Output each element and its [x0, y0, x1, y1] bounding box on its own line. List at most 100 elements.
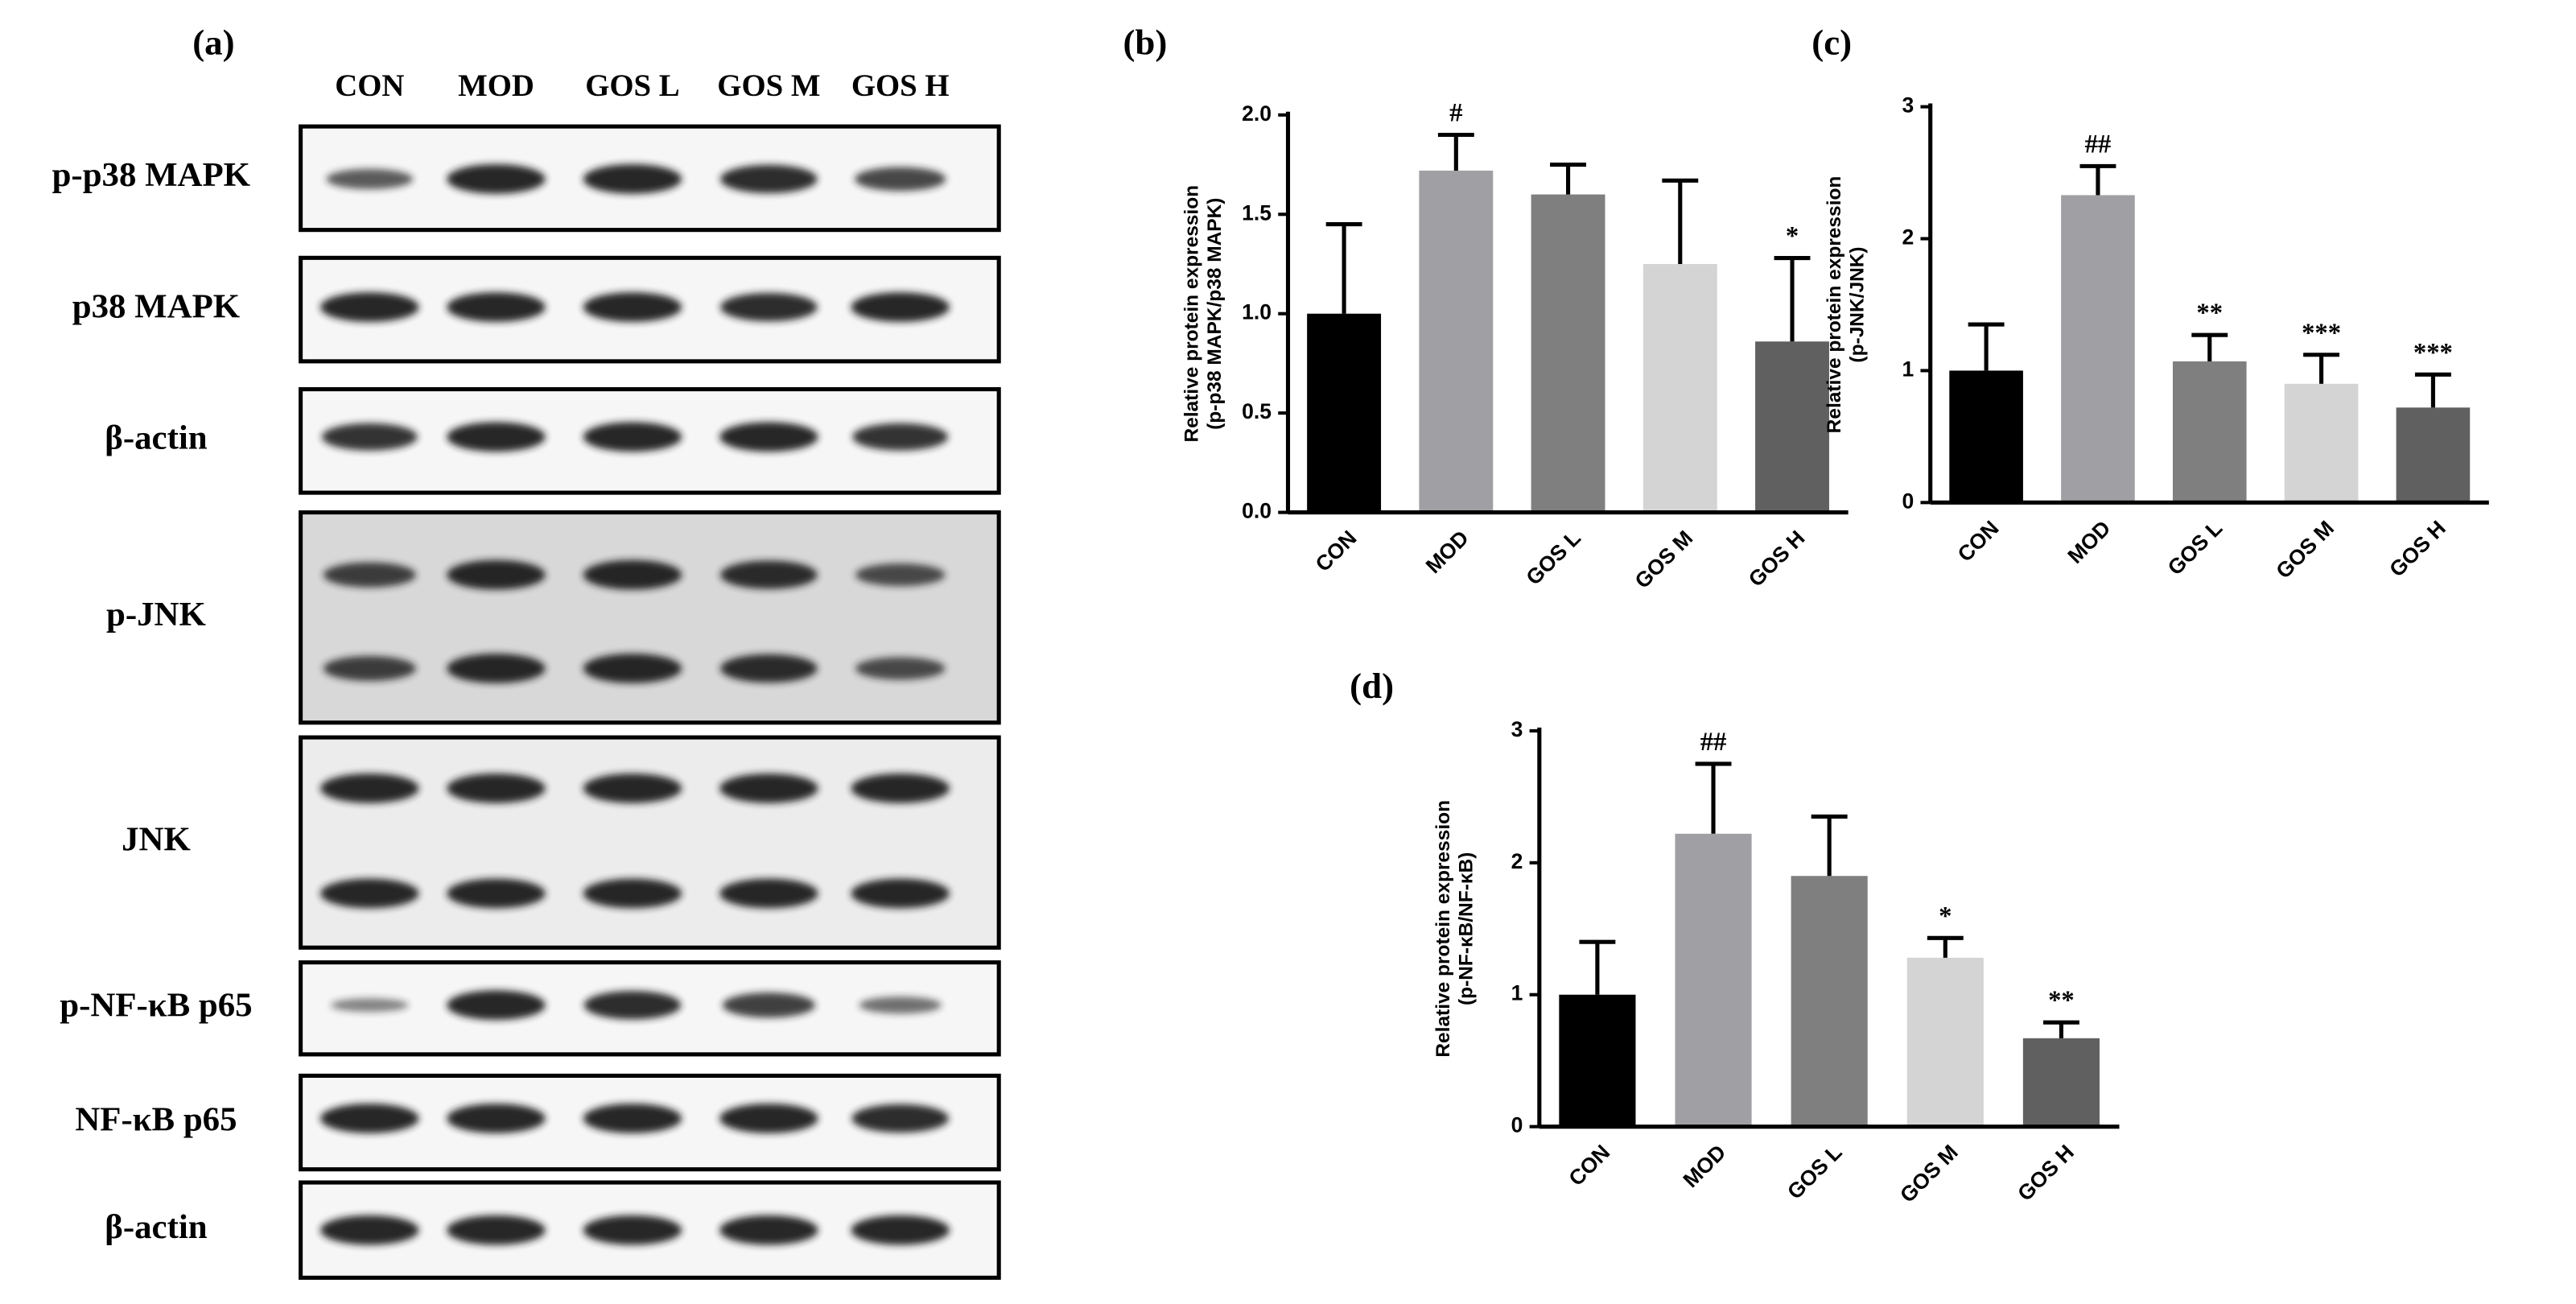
- bar: [2022, 1038, 2100, 1127]
- bar: [2396, 407, 2471, 503]
- x-tick-label: CON: [1953, 516, 2004, 567]
- blot-band: [447, 1215, 546, 1245]
- blot-band: [855, 563, 946, 587]
- row-label: p-JNK: [106, 596, 206, 633]
- annotation: ***: [2302, 319, 2341, 348]
- blot-band: [447, 990, 546, 1021]
- x-tick-label: GOS L: [2163, 516, 2228, 580]
- x-tick-label: MOD: [1679, 1140, 1731, 1192]
- blot-band: [719, 422, 818, 452]
- x-tick-label: MOD: [2063, 516, 2115, 568]
- blot-band: [330, 998, 409, 1013]
- x-tick-label: GOS L: [1521, 526, 1585, 590]
- annotation: *: [1786, 222, 1799, 251]
- row-label: NF-κB p65: [75, 1100, 237, 1138]
- annotation: ***: [2413, 338, 2453, 367]
- y-axis-label: (p-NF-κB/NF-κB): [1455, 852, 1477, 1005]
- x-tick-label: GOS M: [2271, 516, 2339, 584]
- blot-band: [851, 773, 950, 803]
- x-tick-label: GOS H: [2013, 1140, 2079, 1206]
- x-tick-label: GOS M: [1630, 526, 1698, 593]
- blot-band: [321, 423, 418, 451]
- blot-band: [326, 168, 414, 190]
- lane-label: GOS H: [851, 68, 950, 103]
- blot-band: [447, 292, 546, 322]
- blot-band: [323, 655, 416, 681]
- blot-band: [583, 292, 682, 322]
- y-tick-label: 1.5: [1242, 200, 1272, 225]
- y-axis-label: (p-JNK/JNK): [1846, 246, 1868, 362]
- y-tick-label: 0: [1902, 489, 1914, 513]
- y-tick-label: 1: [1902, 357, 1914, 381]
- row-label: β-actin: [105, 1208, 207, 1246]
- bar: [1791, 876, 1868, 1127]
- blot-box: [299, 510, 1001, 725]
- annotation: ##: [1700, 728, 1727, 757]
- blot-band: [859, 997, 942, 1014]
- row-label: JNK: [122, 821, 191, 859]
- y-axis-label: Relative protein expression: [1432, 800, 1454, 1058]
- blot-band: [851, 292, 950, 322]
- blot-band: [583, 878, 682, 909]
- y-axis-label: Relative protein expression: [1181, 185, 1203, 443]
- annotation: **: [2048, 986, 2075, 1015]
- blot-band: [719, 773, 818, 803]
- blot-band: [320, 1215, 419, 1245]
- blot-band: [583, 991, 682, 1020]
- row-label: β-actin: [105, 419, 207, 457]
- annotation: ##: [2085, 130, 2112, 159]
- blot-band: [722, 992, 815, 1018]
- y-tick-label: 0: [1511, 1113, 1523, 1137]
- y-tick-label: 2: [1511, 849, 1523, 873]
- blot-band: [320, 878, 419, 909]
- blot-band: [852, 423, 949, 451]
- blot-band: [447, 878, 546, 909]
- blot-band: [447, 1104, 546, 1133]
- y-tick-label: 2.0: [1242, 101, 1272, 126]
- annotation: **: [2196, 299, 2223, 328]
- x-tick-label: CON: [1311, 526, 1362, 576]
- x-tick-label: CON: [1564, 1140, 1614, 1191]
- panel-label: (b): [1123, 22, 1167, 62]
- blot-band: [447, 654, 546, 683]
- bar: [1642, 263, 1717, 513]
- blot-band: [320, 292, 419, 322]
- blot-band: [851, 878, 950, 909]
- panel-label: (d): [1350, 666, 1394, 706]
- lane-label: GOS M: [717, 68, 820, 103]
- bar: [2284, 383, 2359, 503]
- blot-band: [583, 422, 682, 452]
- x-tick-label: MOD: [1421, 526, 1473, 578]
- bar: [1307, 313, 1382, 513]
- annotation: #: [1449, 99, 1462, 128]
- y-tick-label: 3: [1902, 93, 1914, 118]
- bar: [2061, 195, 2135, 503]
- y-tick-label: 2: [1902, 225, 1914, 250]
- y-tick-label: 3: [1511, 717, 1523, 741]
- row-label: p-p38 MAPK: [52, 156, 250, 194]
- blot-band: [851, 1104, 950, 1133]
- x-tick-label: GOS H: [2384, 516, 2450, 582]
- y-tick-label: 1.0: [1242, 300, 1272, 324]
- bar: [1419, 170, 1494, 513]
- bar: [1949, 370, 2023, 503]
- blot-band: [447, 422, 546, 452]
- blot-band: [855, 167, 946, 192]
- panel-label: (c): [1811, 22, 1852, 62]
- bar: [1675, 833, 1752, 1127]
- blot-band: [720, 164, 818, 194]
- blot-band: [447, 164, 546, 194]
- blot-band: [447, 559, 546, 590]
- bar: [1755, 341, 1829, 513]
- blot-band: [583, 654, 682, 683]
- blot-band: [323, 562, 416, 588]
- blot-band: [583, 1104, 682, 1133]
- panel-label: (a): [192, 22, 234, 62]
- blot-band: [851, 1215, 950, 1245]
- bar: [1906, 957, 1984, 1127]
- bar: [2172, 361, 2247, 503]
- y-axis-label: Relative protein expression: [1824, 176, 1845, 434]
- y-tick-label: 1: [1511, 981, 1523, 1005]
